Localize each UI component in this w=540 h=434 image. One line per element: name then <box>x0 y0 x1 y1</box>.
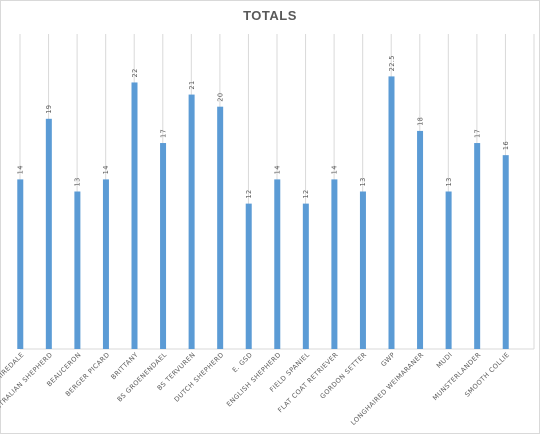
x-tick-label: DUTCH SHEPHERD <box>173 351 226 404</box>
bar <box>445 191 452 349</box>
x-tick-label: BS GROENENDAEL <box>116 351 169 404</box>
x-tick-label: GWP <box>379 351 397 369</box>
bar <box>302 203 309 349</box>
bar <box>474 143 481 349</box>
data-label: 14 <box>331 165 339 174</box>
data-label: 13 <box>74 177 82 186</box>
data-label: 13 <box>445 177 453 186</box>
bar <box>502 155 509 349</box>
data-label: 12 <box>302 189 310 198</box>
bar <box>388 76 395 350</box>
data-label: 16 <box>502 141 510 150</box>
bar <box>217 106 224 349</box>
bar <box>17 179 24 349</box>
data-label: 17 <box>473 129 481 138</box>
data-label: 22 <box>131 68 139 77</box>
data-label: 18 <box>416 117 424 126</box>
x-tick-label: MUNSTERLANDER <box>431 351 482 402</box>
data-label: 14 <box>102 165 110 174</box>
data-label: 20 <box>216 92 224 101</box>
bar <box>359 191 366 349</box>
data-label: 22.5 <box>388 55 396 71</box>
bar <box>274 179 281 349</box>
data-label: 21 <box>188 80 196 89</box>
bar <box>160 143 167 349</box>
bar <box>188 94 195 349</box>
data-label: 12 <box>245 189 253 198</box>
x-tick-label: E. GSD <box>231 351 254 374</box>
bar <box>331 179 338 349</box>
bar <box>245 203 252 349</box>
data-label: 14 <box>274 165 282 174</box>
bar <box>417 130 424 349</box>
bar <box>74 191 81 349</box>
chart-title: TOTALS <box>243 8 297 23</box>
data-label: 13 <box>359 177 367 186</box>
bar <box>131 82 138 349</box>
data-label: 19 <box>45 105 53 114</box>
x-tick-label: MUDI <box>435 351 454 370</box>
data-label: 17 <box>159 129 167 138</box>
bar <box>45 118 52 349</box>
bar <box>102 179 109 349</box>
x-tick-label: ENGLISH SHEPHERD <box>225 351 283 409</box>
data-label: 14 <box>17 165 25 174</box>
